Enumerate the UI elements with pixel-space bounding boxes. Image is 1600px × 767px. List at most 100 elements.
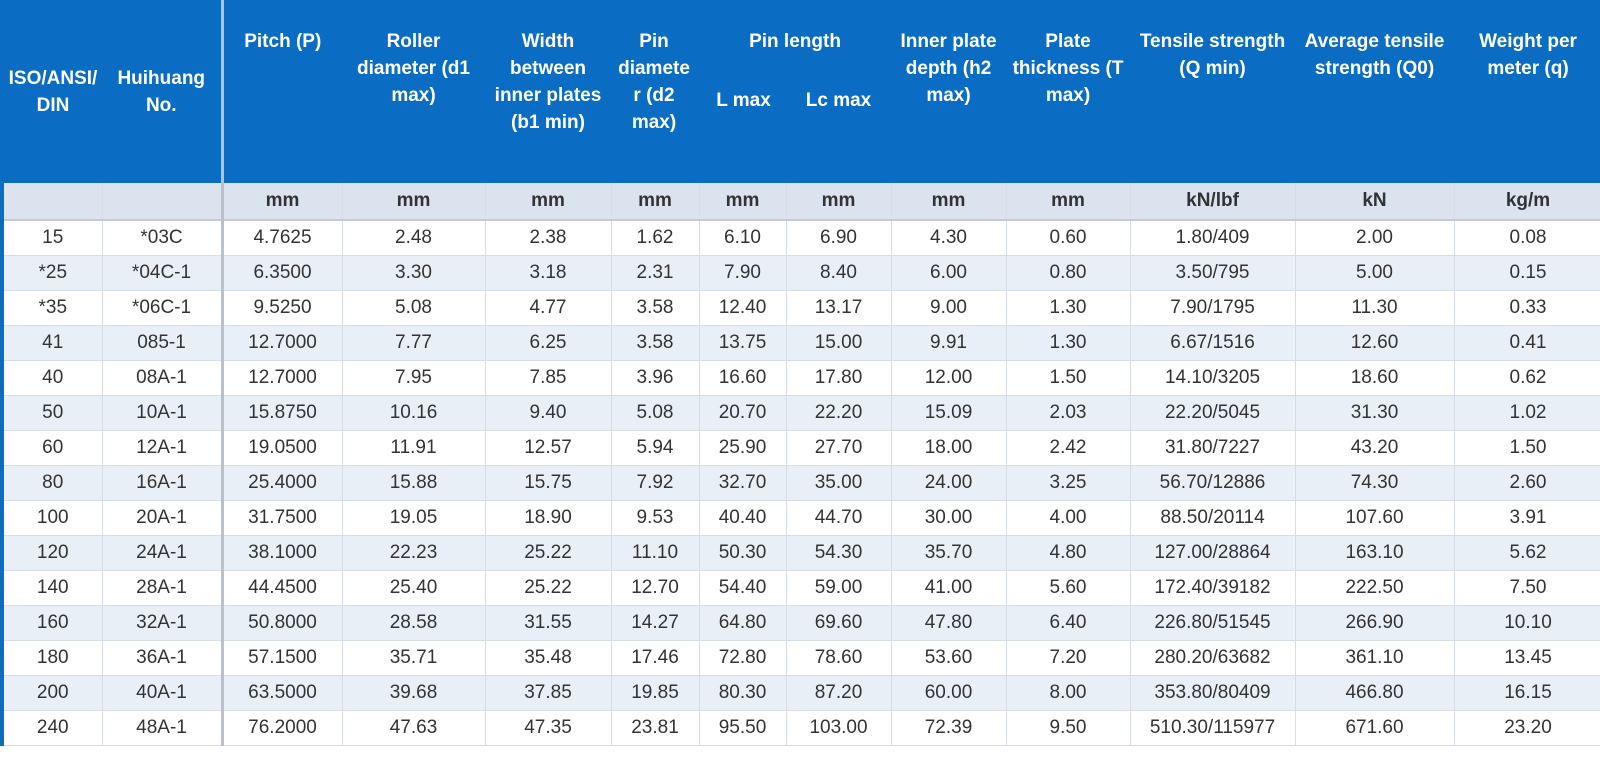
data-cell: 08A-1: [102, 360, 224, 396]
data-cell: 23.81: [611, 710, 700, 746]
data-cell: 9.53: [611, 500, 700, 536]
header-cell: Huihuang No.: [102, 0, 224, 183]
data-cell: 10A-1: [102, 395, 224, 431]
header-cell: Tensile strength (Q min): [1130, 0, 1296, 183]
data-cell: 12A-1: [102, 430, 224, 466]
data-cell: 7.90/1795: [1130, 290, 1296, 326]
data-cell: 266.90: [1295, 605, 1455, 641]
data-cell: 5.62: [1454, 535, 1600, 571]
data-cell: 13.75: [699, 325, 787, 361]
data-cell: 28A-1: [102, 570, 224, 606]
data-cell: 9.91: [891, 325, 1007, 361]
data-cell: 20.70: [699, 395, 787, 431]
data-cell: 6.10: [699, 220, 787, 256]
data-cell: 353.80/80409: [1130, 675, 1296, 711]
unit-cell: kN: [1295, 183, 1455, 221]
data-cell: 12.60: [1295, 325, 1455, 361]
data-cell: 3.18: [485, 255, 612, 291]
header-row: ISO/ANSI/DIN Huihuang No. Pitch (P) Roller …: [0, 0, 1600, 183]
data-cell: 19.85: [611, 675, 700, 711]
data-cell: 16A-1: [102, 465, 224, 501]
data-row: 50 10A-1 15.8750 10.16 9.40 5.08 20.70 22.20 15.…: [0, 395, 1600, 431]
data-cell: 41.00: [891, 570, 1007, 606]
data-cell: 15.88: [342, 465, 486, 501]
data-cell: 48A-1: [102, 710, 224, 746]
data-cell: 80: [0, 465, 103, 501]
data-cell: 25.40: [342, 570, 486, 606]
data-cell: 12.40: [699, 290, 787, 326]
data-cell: 240: [0, 710, 103, 746]
data-cell: 280.20/63682: [1130, 640, 1296, 676]
data-cell: 0.15: [1454, 255, 1600, 291]
data-cell: 47.63: [342, 710, 486, 746]
data-cell: 19.0500: [222, 430, 343, 466]
data-cell: 47.80: [891, 605, 1007, 641]
data-cell: 72.80: [699, 640, 787, 676]
data-cell: 6.3500: [222, 255, 343, 291]
data-cell: 9.00: [891, 290, 1007, 326]
data-cell: 2.03: [1006, 395, 1131, 431]
data-cell: 27.70: [786, 430, 892, 466]
header-cell: Pin diameter (d2 max): [611, 0, 699, 183]
data-cell: 18.90: [485, 500, 612, 536]
data-cell: 120: [0, 535, 103, 571]
data-cell: 4.30: [891, 220, 1007, 256]
data-cell: 361.10: [1295, 640, 1455, 676]
data-cell: 9.50: [1006, 710, 1131, 746]
header-cell: Inner plate depth (h2 max): [891, 0, 1007, 183]
data-cell: 74.30: [1295, 465, 1455, 501]
table-header: ISO/ANSI/DIN Huihuang No. Pitch (P) Roller …: [0, 0, 1600, 183]
data-cell: *04C-1: [102, 255, 224, 291]
data-cell: 172.40/39182: [1130, 570, 1296, 606]
data-row: 200 40A-1 63.5000 39.68 37.85 19.85 80.30 87.20…: [0, 675, 1600, 711]
data-cell: 20A-1: [102, 500, 224, 536]
data-cell: 107.60: [1295, 500, 1455, 536]
data-cell: 14.27: [611, 605, 700, 641]
header-cell: Weight per meter (q): [1454, 0, 1600, 183]
data-cell: 40A-1: [102, 675, 224, 711]
data-cell: 4.7625: [222, 220, 343, 256]
data-cell: 510.30/115977: [1130, 710, 1296, 746]
data-row: 80 16A-1 25.4000 15.88 15.75 7.92 32.70 35.00 24…: [0, 465, 1600, 501]
data-cell: 1.02: [1454, 395, 1600, 431]
data-cell: 57.1500: [222, 640, 343, 676]
data-cell: 226.80/51545: [1130, 605, 1296, 641]
data-cell: 28.58: [342, 605, 486, 641]
data-cell: 100: [0, 500, 103, 536]
data-cell: 3.91: [1454, 500, 1600, 536]
data-cell: 085-1: [102, 325, 224, 361]
data-cell: 6.67/1516: [1130, 325, 1296, 361]
unit-cell: mm: [342, 183, 486, 221]
data-cell: 37.85: [485, 675, 612, 711]
data-cell: 6.90: [786, 220, 892, 256]
data-row: 160 32A-1 50.8000 28.58 31.55 14.27 64.80 69.60…: [0, 605, 1600, 641]
data-cell: 1.80/409: [1130, 220, 1296, 256]
data-cell: 180: [0, 640, 103, 676]
data-cell: 54.30: [786, 535, 892, 571]
data-cell: 25.22: [485, 535, 612, 571]
units-row: mm mm mm mm mm mm mm mm kN/lbf kN kg/m: [0, 183, 1600, 221]
data-cell: 56.70/12886: [1130, 465, 1296, 501]
data-cell: 10.16: [342, 395, 486, 431]
data-cell: 31.7500: [222, 500, 343, 536]
data-cell: 1.50: [1454, 430, 1600, 466]
data-cell: 35.48: [485, 640, 612, 676]
data-cell: 222.50: [1295, 570, 1455, 606]
unit-cell: mm: [699, 183, 787, 221]
data-cell: 31.80/7227: [1130, 430, 1296, 466]
data-cell: 10.10: [1454, 605, 1600, 641]
data-cell: 3.58: [611, 325, 700, 361]
data-cell: 39.68: [342, 675, 486, 711]
data-row: 140 28A-1 44.4500 25.40 25.22 12.70 54.40 59.00…: [0, 570, 1600, 606]
data-cell: 0.33: [1454, 290, 1600, 326]
data-cell: 0.60: [1006, 220, 1131, 256]
data-cell: 5.00: [1295, 255, 1455, 291]
data-cell: 18.60: [1295, 360, 1455, 396]
unit-cell: [102, 183, 224, 221]
data-cell: 1.50: [1006, 360, 1131, 396]
data-row: *35 *06C-1 9.5250 5.08 4.77 3.58 12.40 13.17 9.0…: [0, 290, 1600, 326]
data-cell: 7.95: [342, 360, 486, 396]
data-cell: 11.30: [1295, 290, 1455, 326]
data-cell: 4.80: [1006, 535, 1131, 571]
data-cell: 40.40: [699, 500, 787, 536]
